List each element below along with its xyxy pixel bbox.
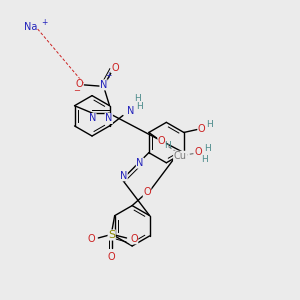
Text: H: H — [206, 120, 213, 129]
Text: O: O — [111, 63, 119, 73]
Text: Na: Na — [24, 22, 38, 32]
Text: H: H — [134, 94, 141, 103]
Text: −: − — [74, 86, 80, 95]
Text: N: N — [89, 113, 96, 124]
Text: O: O — [87, 234, 95, 244]
Text: O: O — [75, 79, 83, 89]
Text: O: O — [130, 234, 138, 244]
Text: H: H — [201, 155, 208, 164]
Text: O: O — [195, 147, 202, 158]
Text: N: N — [136, 158, 144, 168]
Text: H: H — [136, 101, 142, 110]
Text: O: O — [158, 136, 165, 146]
Text: N: N — [100, 80, 107, 90]
Text: Cu: Cu — [174, 151, 187, 161]
Text: H: H — [164, 141, 171, 150]
Text: O: O — [198, 124, 206, 134]
Text: O: O — [143, 187, 151, 197]
Text: N: N — [127, 106, 134, 116]
Text: S: S — [108, 230, 115, 240]
Text: O: O — [108, 252, 116, 262]
Text: H: H — [204, 144, 211, 153]
Text: +: + — [105, 71, 112, 80]
Text: N: N — [120, 171, 127, 181]
Text: +: + — [41, 18, 48, 27]
Text: N: N — [105, 113, 112, 124]
